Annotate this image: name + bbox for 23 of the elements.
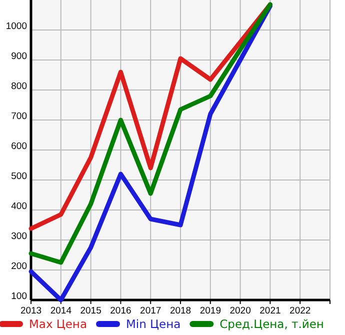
x-tick-label: 2019 [200, 306, 221, 317]
x-tick-label: 2021 [260, 306, 281, 317]
y-tick-label: 700 [11, 111, 27, 122]
y-tick-label: 500 [11, 171, 27, 182]
legend-label: Сред.Цена, т.йен [220, 317, 324, 331]
x-tick-label: 2018 [170, 306, 192, 317]
legend-label: Min Цена [126, 317, 181, 331]
x-tick-label: 2020 [230, 306, 251, 317]
x-tick-label: 2015 [80, 306, 102, 317]
legend-label: Max Цена [29, 317, 87, 331]
y-tick-label: 300 [11, 231, 27, 242]
x-tick-label: 2013 [20, 306, 42, 317]
y-tick-label: 400 [11, 201, 27, 212]
x-tick-label: 2022 [290, 306, 311, 317]
x-tick-label: 2014 [50, 306, 72, 317]
y-tick-label: 200 [11, 261, 27, 272]
y-tick-label: 1000 [6, 21, 27, 32]
y-tick-label: 800 [11, 81, 27, 92]
y-tick-label: 600 [11, 141, 27, 152]
y-tick-label: 900 [11, 51, 27, 62]
x-tick-label: 2017 [140, 306, 162, 317]
y-tick-label: 100 [11, 291, 27, 302]
x-tick-label: 2016 [110, 306, 132, 317]
